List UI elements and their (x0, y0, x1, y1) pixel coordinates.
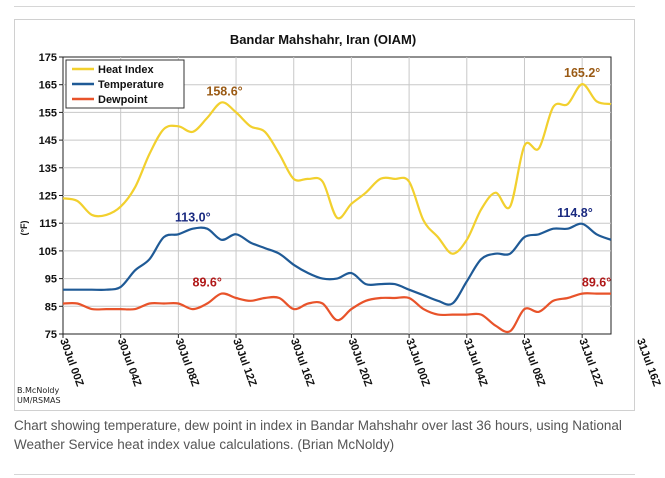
y-tick-label: 175 (39, 52, 57, 64)
y-tick-label: 105 (39, 246, 57, 258)
y-tick-label: 145 (39, 135, 57, 147)
series-lines (62, 83, 612, 334)
y-tick-label: 75 (45, 329, 57, 341)
x-tick-label: 31Jul 12Z (576, 337, 605, 388)
y-tick-label: 95 (45, 274, 57, 286)
y-tick-label: 155 (39, 107, 57, 119)
peak-value-label: 113.0° (175, 211, 211, 225)
temperature-line (62, 222, 612, 306)
credit-line-2: UM/RSMAS (17, 396, 61, 405)
legend: Heat Index Temperature Dewpoint (65, 59, 185, 109)
chart-title: Bandar Mahshahr, Iran (OIAM) (230, 32, 416, 47)
top-divider (14, 6, 635, 7)
x-tick-label: 31Jul 08Z (519, 337, 548, 388)
x-tick-label: 30Jul 16Z (288, 337, 317, 388)
x-tick-label: 31Jul 04Z (461, 337, 490, 388)
peak-value-label: 114.8° (557, 206, 593, 220)
y-tick-label: 125 (39, 191, 57, 203)
y-axis-label: (°F) (19, 220, 29, 235)
peak-value-label: 165.2° (564, 66, 600, 80)
y-tick-label: 115 (39, 218, 57, 230)
peak-value-label: 89.6° (193, 276, 222, 290)
peak-annotations: 158.6° 113.0° 89.6° 165.2° 114.8° 89.6° (175, 66, 611, 289)
bottom-divider (14, 474, 635, 475)
peak-value-label: 89.6° (582, 276, 611, 290)
x-tick-label: 30Jul 12Z (230, 337, 259, 388)
heat-index-line (62, 83, 612, 255)
figure-caption: Chart showing temperature, dew point in … (14, 418, 622, 452)
credit-line-1: B.McNoldy (17, 386, 60, 395)
dewpoint-line (62, 292, 611, 334)
y-tick-label: 85 (45, 301, 57, 313)
x-tick-label: 30Jul 08Z (173, 337, 202, 388)
x-tick-label: 30Jul 20Z (346, 337, 375, 388)
legend-label-heat-index: Heat Index (98, 64, 155, 76)
legend-label-dewpoint: Dewpoint (98, 94, 148, 106)
y-tick-label: 135 (39, 163, 57, 175)
x-tick-label: 31Jul 00Z (403, 337, 432, 388)
legend-label-temperature: Temperature (98, 79, 164, 91)
x-tick-label: 31Jul 16Z (634, 337, 663, 388)
x-tick-label: 30Jul 04Z (115, 337, 144, 388)
y-tick-label: 165 (39, 80, 57, 92)
x-tick-label: 30Jul 00Z (57, 337, 86, 388)
peak-value-label: 158.6° (206, 84, 242, 98)
